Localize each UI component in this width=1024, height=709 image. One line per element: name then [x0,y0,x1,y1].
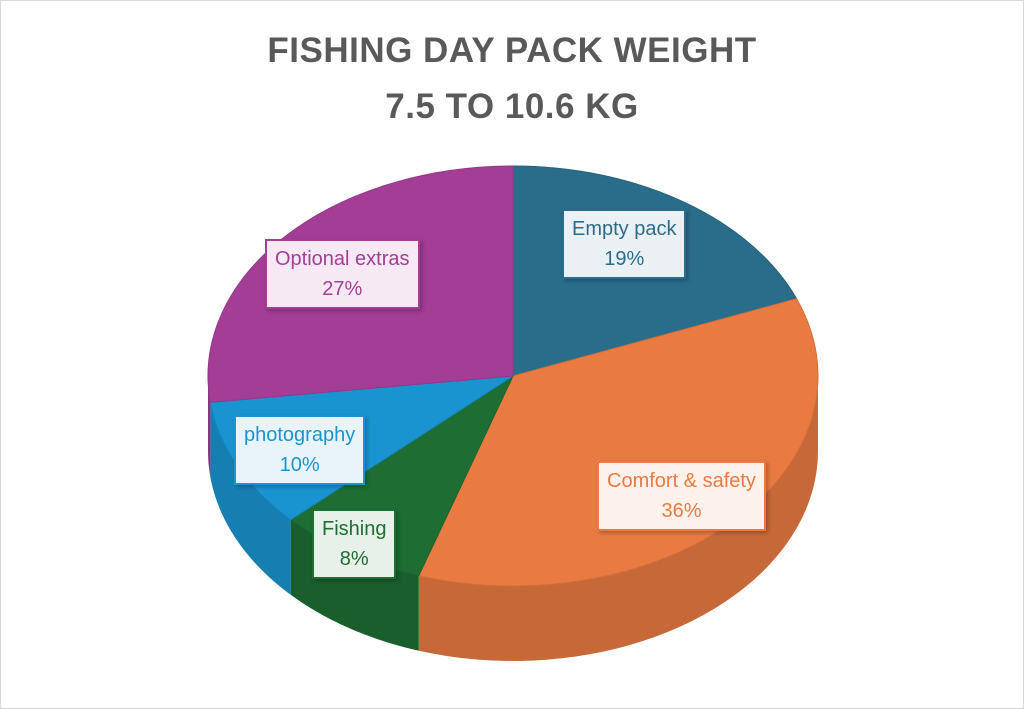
data-label-comfort-safety: Comfort & safety 36% [597,461,766,531]
chart-subtitle: 7.5 TO 10.6 KG [385,87,639,126]
slice-percent: 10% [279,454,320,476]
slice-label: Fishing [322,518,387,540]
slice-percent: 27% [322,278,363,300]
data-label-empty-pack: Empty pack 19% [562,209,687,279]
slice-label: Optional extras [275,248,410,270]
slice-label: Comfort & safety [607,470,756,492]
slice-side-comfort-safety [418,376,818,661]
slice-percent: 36% [661,500,702,522]
data-label-optional-extras: Optional extras 27% [265,239,420,309]
slice-percent: 8% [339,548,369,570]
slice-label: Empty pack [572,218,677,240]
slice-side-photography [210,402,291,595]
slice-percent: 19% [604,248,645,270]
slice-label: photography [244,424,356,446]
chart-title: FISHING DAY PACK WEIGHT [267,31,757,70]
data-label-fishing: Fishing 8% [312,509,397,579]
data-label-photography: photography 10% [234,415,366,485]
